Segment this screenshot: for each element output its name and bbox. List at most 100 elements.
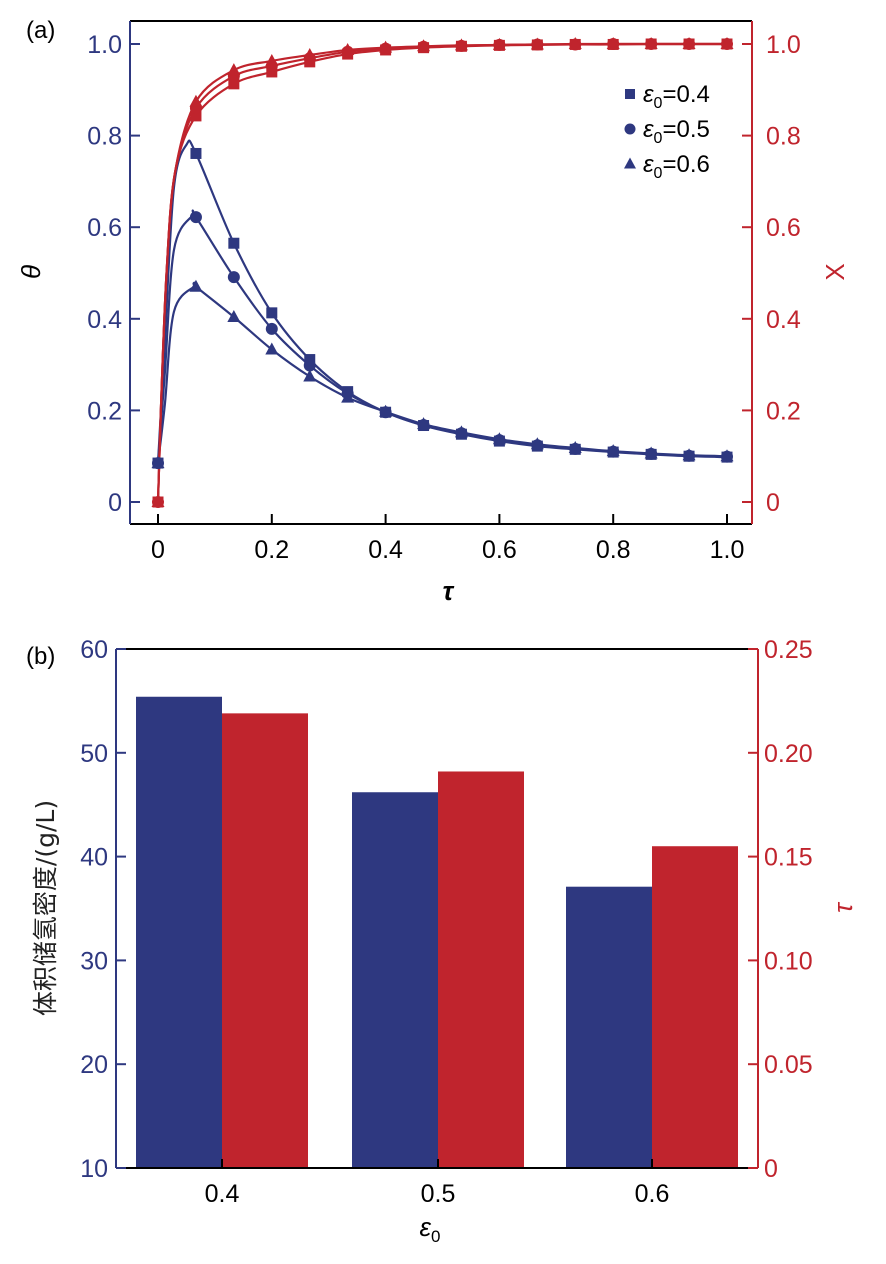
data-point-triangle	[682, 37, 696, 49]
b-xtick-label: 0.4	[205, 1180, 240, 1208]
a-xtick-label: 1.0	[710, 536, 745, 564]
legend-label: ε0=0.5	[643, 116, 710, 147]
data-point-triangle	[265, 53, 279, 66]
data-point-triangle	[606, 444, 620, 457]
data-point-triangle	[454, 38, 468, 51]
series-line-1	[156, 209, 728, 464]
b-y2label: τ	[828, 901, 858, 913]
data-point-triangle	[492, 37, 506, 50]
legend-label: ε0=0.6	[643, 151, 710, 182]
data-point-circle	[227, 271, 240, 284]
legend-symbol: ε	[643, 116, 654, 143]
data-point-triangle	[606, 37, 620, 49]
series-line-4	[156, 42, 727, 503]
data-point-square	[190, 110, 202, 122]
data-point-triangle	[530, 37, 544, 50]
a-xtick-label: 0.2	[254, 536, 289, 564]
data-point-triangle	[379, 40, 393, 53]
bar-tau-0.4	[222, 713, 308, 1168]
data-point-square	[266, 307, 278, 319]
data-point-triangle	[341, 390, 355, 403]
data-point-circle	[303, 359, 316, 372]
bar-density-0.4	[136, 696, 222, 1168]
b-xtick-label: 0.6	[635, 1180, 670, 1208]
b-y2tick-label: 0.10	[764, 947, 813, 975]
data-point-triangle	[189, 94, 203, 107]
bar-tau-0.6	[652, 846, 738, 1168]
series-line-2	[156, 281, 728, 464]
a-xlabel: τ	[443, 576, 455, 606]
data-point-triangle	[189, 279, 203, 292]
b-y2tick-label: 0.05	[764, 1051, 813, 1079]
chart-b: (b) 0.4 0.5 0.6 10 20 30 40 50 60 0 0.05 0.10 0.15…	[26, 636, 858, 1246]
data-point-square	[228, 237, 240, 249]
data-point-triangle	[151, 495, 165, 507]
a-y2tick-label: 1.0	[766, 31, 801, 59]
b-y2tick-label: 0.20	[764, 740, 813, 768]
data-point-triangle	[644, 446, 658, 459]
b-ytick-label: 40	[80, 844, 108, 872]
a-xtick-label: 0	[151, 536, 165, 564]
panel-label-a: (a)	[26, 17, 55, 44]
data-point-triangle	[720, 37, 734, 49]
data-point-triangle	[303, 369, 317, 382]
a-ytick-label: 1.0	[87, 31, 122, 59]
chart-a: (a) 0 0.2 0.4 0.6 0.8 1.0 0 0.2 0.4 0.6 0.8 1.0 0 0…	[16, 17, 850, 606]
a-y2tick-label: 0	[766, 489, 780, 517]
b-ytick-label: 30	[80, 947, 108, 975]
b-y2tick-label: 0	[764, 1155, 778, 1183]
series-line-3	[156, 42, 727, 503]
data-point-triangle	[151, 456, 165, 469]
data-point-triangle	[303, 47, 317, 60]
a-ytick-label: 0.2	[87, 397, 122, 425]
data-point-triangle	[682, 448, 696, 461]
data-point-square	[228, 78, 240, 90]
data-point-triangle	[379, 404, 393, 417]
data-point-triangle	[227, 309, 241, 322]
b-xlabel-sub: 0	[431, 1227, 440, 1246]
data-point-triangle	[492, 432, 506, 445]
legend-marker-square	[625, 89, 635, 99]
data-point-triangle	[227, 63, 241, 76]
legend: ε0=0.4ε0=0.5ε0=0.6	[624, 81, 710, 182]
a-y2tick-label: 0.6	[766, 214, 801, 242]
data-point-circle	[189, 211, 202, 224]
legend-sub: 0	[654, 95, 663, 112]
data-point-triangle	[530, 437, 544, 450]
a-xtick-label: 0.6	[482, 536, 517, 564]
a-y2tick-label: 0.8	[766, 123, 801, 151]
a-y2label: X	[820, 263, 850, 280]
series-line-0	[156, 139, 728, 464]
b-xlabel: ε0	[420, 1212, 441, 1246]
a-xtick-label: 0.8	[596, 536, 631, 564]
data-point-triangle	[341, 42, 355, 55]
data-point-triangle	[568, 440, 582, 453]
data-point-triangle	[417, 417, 431, 430]
b-ytick-label: 20	[80, 1051, 108, 1079]
b-ytick-label: 10	[80, 1155, 108, 1183]
b-ylabel: 体积储氢密度/(g/L)	[31, 800, 60, 1016]
legend-marker-triangle	[624, 157, 636, 169]
b-xtick-label: 0.5	[421, 1180, 456, 1208]
bar-tau-0.5	[438, 771, 524, 1168]
data-point-triangle	[265, 342, 279, 355]
legend-sub: 0	[654, 165, 663, 182]
legend-symbol: ε	[643, 81, 654, 108]
legend-symbol: ε	[643, 151, 654, 178]
data-point-square	[190, 147, 202, 159]
a-ylabel: θ	[16, 265, 46, 279]
a-ytick-label: 0.8	[87, 123, 122, 151]
legend-value: =0.4	[662, 81, 709, 108]
b-y2tick-label: 0.25	[764, 636, 813, 664]
a-ytick-label: 0.4	[87, 306, 122, 334]
data-point-triangle	[454, 425, 468, 438]
legend-sub: 0	[654, 130, 663, 147]
bar-density-0.6	[566, 886, 652, 1168]
a-xtick-label: 0.4	[368, 536, 403, 564]
legend-marker-circle	[624, 123, 636, 135]
bar-density-0.5	[352, 792, 438, 1168]
data-point-triangle	[417, 39, 431, 52]
a-y2tick-label: 0.2	[766, 397, 801, 425]
a-ytick-label: 0	[108, 489, 122, 517]
